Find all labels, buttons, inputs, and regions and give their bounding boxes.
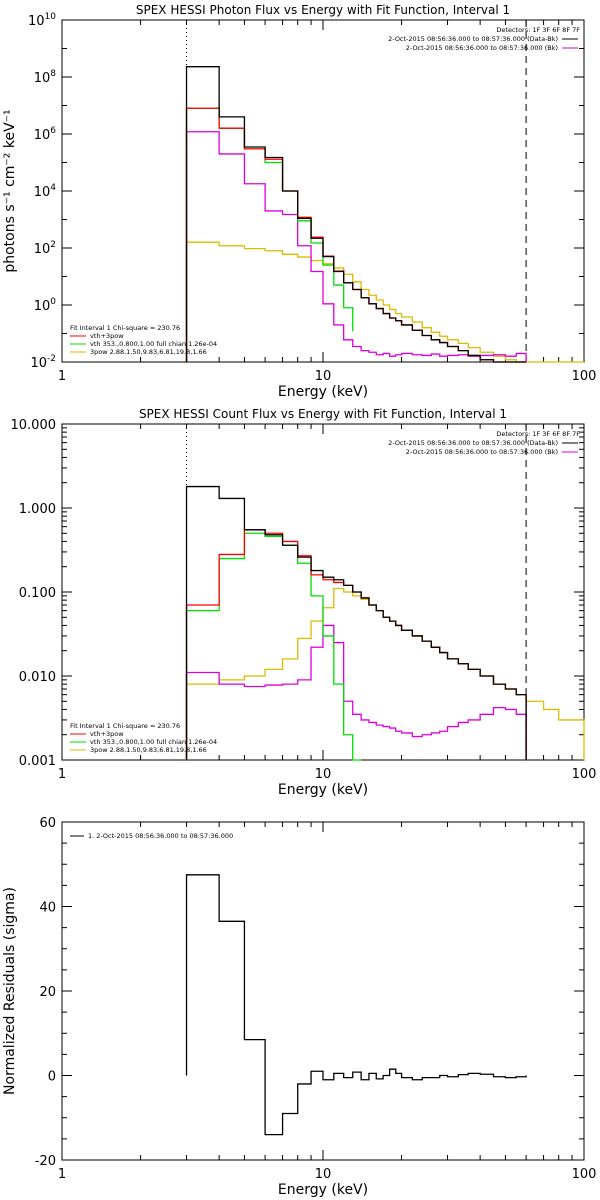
series-vth-line [185, 532, 362, 761]
legend-top-entry: Detectors: 1F 3F 6F 8F 7F [496, 26, 580, 34]
y-tick-label: 0.100 [19, 586, 56, 601]
legend-fit-header: Fit Interval 1 Chi-square = 230.76 [70, 324, 180, 332]
legend-top-entry: 2-Oct-2015 08:56:36.000 to 08:57:36.000 … [388, 35, 558, 43]
legend-top-entry: 2-Oct-2015 08:56:36.000 to 08:57:36.000 … [388, 439, 558, 447]
legend-top-entry: 2-Oct-2015 08:56:36.000 to 08:57:36.000 … [406, 44, 558, 52]
plot-frame [61, 821, 585, 1161]
legend-fit-entry: vth+3pow [90, 332, 124, 340]
x-tick-label: 1 [58, 369, 66, 384]
y-tick-label: 1.000 [19, 502, 56, 517]
series-data-line [185, 66, 527, 363]
y-tick-label: 60 [39, 816, 56, 831]
legend-fit-entry: 3pow 2.88,1.50,9.83,6.81,19.8,1.66 [90, 746, 207, 754]
y-tick-label: 0 [48, 1070, 56, 1085]
y-tick-label: 40 [39, 901, 56, 916]
series-background-line [185, 131, 527, 362]
x-tick-label: 100 [572, 1167, 597, 1182]
x-tick-label: 10 [315, 369, 332, 384]
y-axis-label: photons s⁻¹ cm⁻² keV⁻¹ [2, 109, 18, 272]
y-axis-label: Normalized Residuals (sigma) [2, 887, 18, 1095]
legend-fit-header: Fit Interval 1 Chi-square = 230.76 [70, 722, 180, 730]
series-3pow-line [185, 241, 584, 363]
y-tick-label: 100 [34, 297, 57, 314]
y-tick-label: 1010 [28, 12, 56, 29]
legend-fit-entry: vth 353.,0.800,1.00 full chian 1.26e-04 [90, 738, 217, 746]
x-tick-label: 100 [572, 767, 597, 782]
y-tick-label: 106 [34, 126, 57, 143]
legend-top-entry: Detectors: 1F 3F 6F 8F 7F [496, 430, 580, 438]
y-tick-label: 108 [34, 69, 57, 86]
y-tick-label: 20 [39, 985, 56, 1000]
legend-top-entry: 2-Oct-2015 08:56:36.000 to 08:57:36.000 … [406, 448, 558, 456]
plot-frame [61, 19, 585, 363]
chart-3: 1 10 100 Energy (keV) -20 0 20 40 60 Normalized R… [2, 816, 596, 1198]
legend-fit-entry: 3pow 2.88,1.50,9.83,6.81,19.8,1.66 [90, 348, 207, 356]
x-tick-label: 1 [58, 1167, 66, 1182]
chart-title: SPEX HESSI Count Flux vs Energy with Fit… [139, 407, 507, 421]
legend-residuals-entry: 1. 2-Oct-2015 08:56:36.000 to 08:57:36.0… [88, 832, 233, 840]
series-background-line [185, 624, 527, 760]
y-tick-label: -20 [35, 1154, 56, 1169]
series-vth+3pow-line [185, 529, 527, 760]
series-residuals-line [185, 874, 527, 1136]
x-tick-label: 10 [315, 1167, 332, 1182]
chart-title: SPEX HESSI Photon Flux vs Energy with Fi… [136, 3, 510, 17]
y-tick-label: 102 [34, 240, 56, 257]
y-tick-label: 0.010 [19, 670, 56, 685]
chart-2: SPEX HESSI Count Flux vs Energy with Fit… [11, 407, 597, 798]
x-axis-label: Energy (keV) [278, 384, 368, 400]
y-tick-label: 104 [34, 183, 57, 200]
x-axis-label: Energy (keV) [278, 1182, 368, 1198]
series-vth+3pow-line [185, 107, 527, 363]
x-tick-label: 1 [58, 767, 66, 782]
y-tick-label: 0.001 [19, 754, 56, 769]
series-data-line [185, 485, 527, 760]
x-tick-label: 10 [315, 767, 332, 782]
series-3pow-line [185, 587, 585, 760]
y-tick-label: 10.000 [11, 418, 57, 433]
x-axis-label: Energy (keV) [278, 782, 368, 798]
legend-fit-entry: vth+3pow [90, 730, 124, 738]
series-vth-line [185, 107, 354, 362]
y-tick-label: 10-2 [30, 354, 56, 371]
chart-1: SPEX HESSI Photon Flux vs Energy with Fi… [2, 3, 596, 400]
x-tick-label: 100 [572, 369, 597, 384]
legend-fit-entry: vth 353.,0.800,1.00 full chian 1.26e-04 [90, 340, 217, 348]
